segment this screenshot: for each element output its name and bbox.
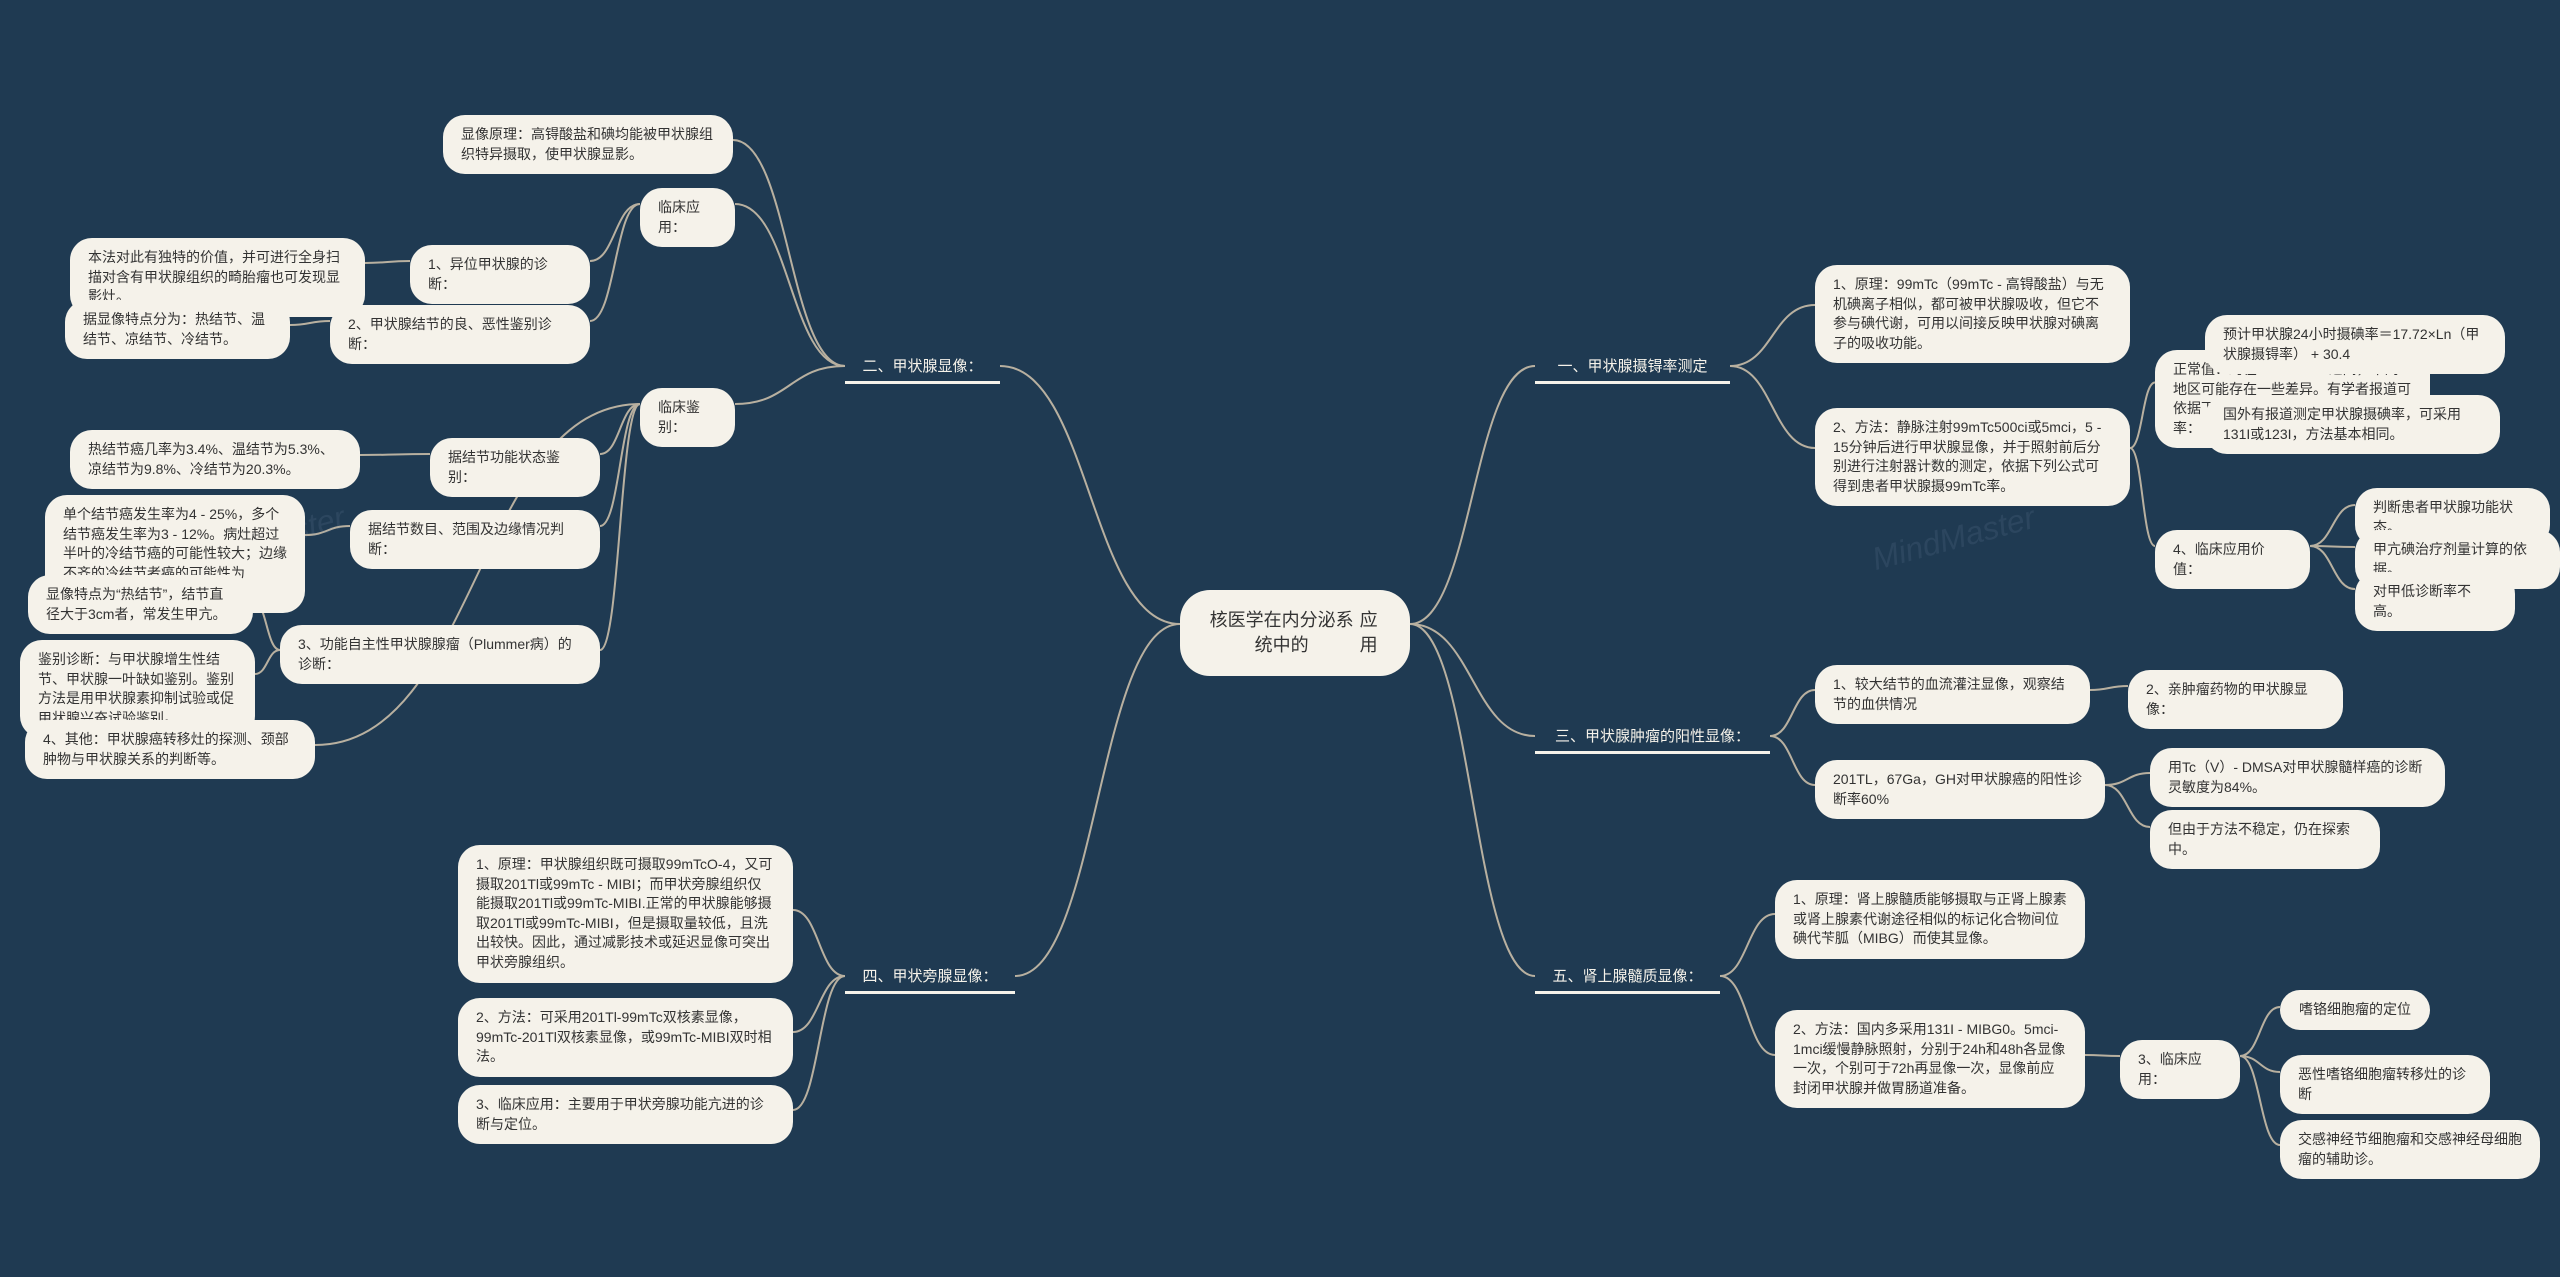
mindmap-node: 2、方法：可采用201Tl-99mTc双核素显像，99mTc-201Tl双核素显… [458, 998, 793, 1077]
mindmap-node: 据结节数目、范围及边缘情况判断： [350, 510, 600, 569]
mindmap-node: 预计甲状腺24小时摄碘率＝17.72×Ln（甲状腺摄锝率） + 30.4 [2205, 315, 2505, 374]
mindmap-node: 201TL，67Ga，GH对甲状腺癌的阳性诊断率60% [1815, 760, 2105, 819]
mindmap-node: 1、原理：99mTc（99mTc - 高锝酸盐）与无机碘离子相似，都可被甲状腺吸… [1815, 265, 2130, 363]
mindmap-node: 核医学在内分泌系统中的应用 [1180, 590, 1410, 676]
mindmap-node: 1、较大结节的血流灌注显像，观察结节的血供情况 [1815, 665, 2090, 724]
mindmap-node: 据显像特点分为：热结节、温结节、凉结节、冷结节。 [65, 300, 290, 359]
mindmap-node: 1、异位甲状腺的诊断： [410, 245, 590, 304]
mindmap-node: 3、临床应用：主要用于甲状旁腺功能亢进的诊断与定位。 [458, 1085, 793, 1144]
mindmap-node: 显像特点为“热结节”，结节直径大于3cm者，常发生甲亢。 [28, 575, 253, 634]
mindmap-node: 1、原理：甲状腺组织既可摄取99mTcO-4，又可摄取201Tl或99mTc -… [458, 845, 793, 983]
mindmap-node: 2、甲状腺结节的良、恶性鉴别诊断： [330, 305, 590, 364]
mindmap-node: 据结节功能状态鉴别： [430, 438, 600, 497]
mindmap-node: 4、临床应用价值： [2155, 530, 2310, 589]
mindmap-node: 恶性嗜铬细胞瘤转移灶的诊断 [2280, 1055, 2490, 1114]
mindmap-node: 交感神经节细胞瘤和交感神经母细胞瘤的辅助诊。 [2280, 1120, 2540, 1179]
mindmap-node: 一、甲状腺摄锝率测定 [1535, 350, 1730, 384]
mindmap-node: 四、甲状旁腺显像： [845, 960, 1015, 994]
mindmap-node: 2、方法：国内多采用131I - MIBG0。5mci-1mci缓慢静脉照射，分… [1775, 1010, 2085, 1108]
mindmap-node: 但由于方法不稳定，仍在探索中。 [2150, 810, 2380, 869]
mindmap-node: 4、其他：甲状腺癌转移灶的探测、颈部肿物与甲状腺关系的判断等。 [25, 720, 315, 779]
mindmap-node: 对甲低诊断率不高。 [2355, 572, 2515, 631]
mindmap-node: 2、方法：静脉注射99mTc500ci或5mci，5 - 15分钟后进行甲状腺显… [1815, 408, 2130, 506]
mindmap-node: 临床鉴别： [640, 388, 735, 447]
mindmap-node: 热结节癌几率为3.4%、温结节为5.3%、凉结节为9.8%、冷结节为20.3%。 [70, 430, 360, 489]
mindmap-node: 临床应用： [640, 188, 735, 247]
mindmap-node: 二、甲状腺显像： [845, 350, 1000, 384]
mindmap-node: 国外有报道测定甲状腺摄碘率，可采用131I或123I，方法基本相同。 [2205, 395, 2500, 454]
mindmap-node: 2、亲肿瘤药物的甲状腺显像： [2128, 670, 2343, 729]
mindmap-node: 嗜铬细胞瘤的定位 [2280, 990, 2430, 1030]
mindmap-node: 显像原理：高锝酸盐和碘均能被甲状腺组织特异摄取，使甲状腺显影。 [443, 115, 733, 174]
mindmap-node: 3、功能自主性甲状腺腺瘤（Plummer病）的诊断： [280, 625, 600, 684]
mindmap-node: 三、甲状腺肿瘤的阳性显像： [1535, 720, 1770, 754]
mindmap-node: 五、肾上腺髓质显像： [1535, 960, 1720, 994]
mindmap-node: 用Tc（V）- DMSA对甲状腺髓样癌的诊断灵敏度为84%。 [2150, 748, 2445, 807]
mindmap-node: 1、原理：肾上腺髓质能够摄取与正肾上腺素或肾上腺素代谢途径相似的标记化合物间位碘… [1775, 880, 2085, 959]
mindmap-node: 3、临床应用： [2120, 1040, 2240, 1099]
watermark: MindMaster [1868, 499, 2039, 578]
